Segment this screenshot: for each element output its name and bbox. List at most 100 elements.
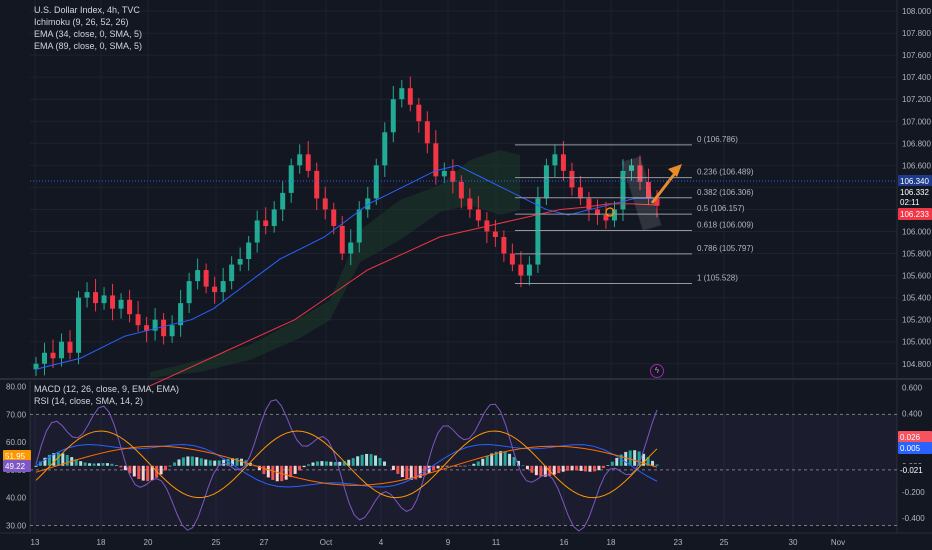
candle-body — [594, 209, 600, 215]
macd-histogram-bar — [293, 465, 297, 474]
time-tick-label: 20 — [144, 538, 153, 547]
candle-body — [373, 165, 379, 199]
macd-histogram-bar — [405, 465, 409, 480]
macd-histogram-bar — [105, 463, 109, 466]
candle-body — [127, 299, 133, 315]
time-tick-label: 11 — [492, 538, 501, 547]
macd-histogram-bar — [266, 465, 270, 478]
macd-histogram-bar — [610, 461, 614, 466]
macd-histogram-bar — [543, 465, 547, 477]
price-tick-label: 107.800 — [902, 29, 931, 38]
macd-histogram-bar — [181, 457, 185, 466]
macd-histogram-bar — [472, 463, 476, 466]
candle-body — [84, 292, 90, 298]
candle-body — [229, 264, 235, 282]
macd-histogram-bar — [476, 461, 480, 466]
price-tick-label: 105.000 — [902, 338, 931, 347]
candle-body — [118, 299, 124, 309]
legend-ema34[interactable]: EMA (34, close, 0, SMA, 5) — [34, 29, 143, 39]
time-tick-label: 27 — [260, 538, 269, 547]
candle-body — [93, 292, 99, 304]
macd-histogram-bar — [137, 465, 141, 479]
candle-body — [288, 165, 294, 193]
time-tick-label: Nov — [831, 538, 845, 547]
macd-histogram-bar — [588, 465, 592, 472]
price-tick-label: 108.000 — [902, 7, 931, 16]
macd-histogram-bar — [396, 465, 400, 474]
time-tick-label: 9 — [446, 538, 451, 547]
macd-histogram-bar — [525, 465, 529, 470]
macd-histogram-bar — [490, 453, 494, 466]
fib-label: 0 (106.786) — [697, 135, 738, 144]
macd-histogram-bar — [651, 460, 655, 466]
candle-body — [314, 170, 320, 199]
price-tag-bg — [898, 175, 932, 187]
macd-histogram-bar — [539, 465, 543, 477]
macd-histogram-bar — [83, 462, 87, 466]
price-tag: 106.233 — [900, 210, 929, 219]
macd-tick-label: 0.600 — [902, 384, 923, 393]
rsi-tag-bg — [3, 460, 31, 472]
macd-histogram-bar — [427, 465, 431, 473]
candle-body — [297, 154, 303, 166]
symbol-title: U.S. Dollar Index, 4h, TVC — [34, 5, 140, 15]
time-tick-label: Oct — [320, 538, 333, 547]
candle-body — [458, 181, 464, 199]
macd-histogram-bar — [521, 465, 525, 466]
candle-body — [390, 99, 396, 133]
lightning-icon[interactable]: ϟ — [650, 364, 664, 378]
macd-histogram-bar — [351, 458, 355, 466]
macd-histogram-bar — [97, 463, 101, 466]
macd-histogram-bar — [275, 465, 279, 482]
price-tick-label: 104.800 — [902, 360, 931, 369]
candle-body — [365, 198, 371, 210]
price-tag: 106.332 — [900, 188, 929, 197]
macd-tick-label: -0.200 — [902, 488, 925, 497]
macd-histogram-bar — [240, 458, 244, 466]
macd-histogram-bar — [329, 461, 333, 466]
legend-ichimoku[interactable]: Ichimoku (9, 26, 52, 26) — [34, 17, 129, 27]
macd-histogram-bar — [88, 463, 92, 466]
macd-histogram-bar — [458, 465, 462, 467]
macd-tag-bg — [898, 464, 932, 476]
time-tick-label: 25 — [720, 538, 729, 547]
candle-body — [135, 314, 141, 326]
candle-body — [67, 341, 73, 353]
macd-histogram-bar — [217, 460, 221, 466]
candle-body — [433, 143, 439, 177]
macd-histogram-bar — [601, 465, 605, 469]
ichimoku-cloud — [150, 150, 520, 378]
macd-histogram-bar — [454, 465, 458, 467]
candle-body — [280, 192, 286, 210]
macd-histogram-bar — [481, 458, 485, 466]
macd-histogram-bar — [38, 461, 42, 466]
macd-histogram-bar — [606, 465, 610, 466]
macd-histogram-bar — [655, 464, 659, 466]
fib-label: 0.382 (106.306) — [697, 188, 754, 197]
legend-ema89[interactable]: EMA (89, close, 0, SMA, 5) — [34, 41, 143, 51]
legend-macd[interactable]: MACD (12, 26, close, 9, EMA, EMA) — [34, 384, 180, 394]
macd-histogram-bar — [365, 453, 369, 466]
macd-histogram-bar — [517, 460, 521, 466]
legend-rsi[interactable]: RSI (14, close, SMA, 14, 2) — [34, 396, 144, 406]
macd-histogram-bar — [633, 450, 637, 466]
price-tick-label: 105.600 — [902, 272, 931, 281]
macd-histogram-bar — [432, 465, 436, 471]
macd-histogram-bar — [436, 465, 440, 469]
time-tick-label: 16 — [560, 538, 569, 547]
candle-body — [76, 297, 82, 353]
rsi-tick-label: 40.00 — [6, 494, 27, 503]
price-tick-label: 106.000 — [902, 227, 931, 236]
macd-histogram-bar — [164, 465, 168, 471]
macd-histogram-bar — [123, 465, 127, 471]
macd-histogram-bar — [409, 465, 413, 480]
macd-histogram-bar — [289, 465, 293, 478]
price-tick-label: 107.000 — [902, 117, 931, 126]
candle-body — [110, 295, 116, 309]
candle-body — [101, 295, 107, 304]
candle-body — [50, 352, 56, 359]
macd-tag: 0.026 — [900, 433, 921, 442]
macd-histogram-bar — [262, 465, 266, 475]
candle-body — [254, 220, 260, 243]
